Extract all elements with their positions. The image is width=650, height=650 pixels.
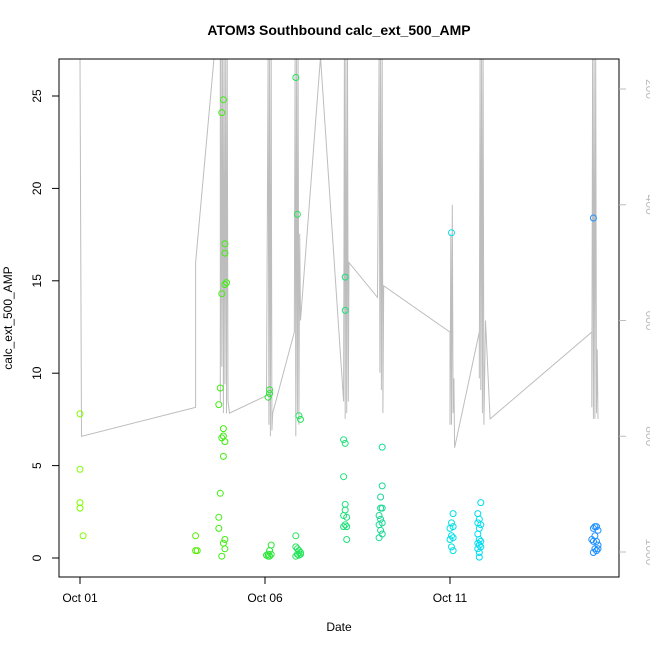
data-point [267,550,275,558]
data-point [475,541,483,549]
data-point [219,432,227,440]
trace-line [79,59,599,448]
data-point [221,249,229,257]
data-point [341,521,349,529]
data-point [79,532,87,540]
data-point [448,532,455,540]
y-axis-label: calc_ext_500_AMP [1,266,15,369]
data-point [446,536,454,543]
data-point [216,384,224,392]
data-point [219,425,227,433]
data-point [215,401,223,409]
data-point [589,524,597,532]
data-point [448,229,455,237]
data-point [221,536,229,543]
data-point [340,523,348,531]
data-point [219,96,227,104]
data-point [343,513,351,521]
data-point [477,521,485,529]
y-tick-label: 10 [30,366,44,380]
data-point [76,410,84,418]
data-point [589,549,597,556]
data-point [218,552,226,560]
data-point [589,537,597,545]
data-point [221,545,229,553]
x-axis-label: Date [326,620,352,634]
data-point [375,534,383,542]
y-tick-label: 20 [30,181,44,195]
x-tick-label: Oct 01 [62,591,98,605]
data-point [218,290,226,298]
data-point [221,240,229,248]
x-tick-label: Oct 06 [247,591,283,605]
data-point [341,273,349,281]
data-point [216,489,224,497]
y2-tick-label: 1000 [643,539,650,566]
y2-tick-label: 800 [643,426,650,446]
data-point [218,109,226,117]
y-tick-label: 25 [30,89,44,103]
data-point [295,547,303,555]
data-point [341,439,349,447]
data-point [591,545,599,553]
data-point [293,210,301,218]
data-point [377,493,385,501]
data-point [594,545,602,553]
data-point [297,415,304,423]
data-point [448,543,455,551]
data-point [474,545,482,553]
data-point [215,513,223,521]
y-tick-label: 15 [30,274,44,288]
data-point [449,547,457,555]
data-point [449,510,457,518]
data-point [477,499,485,507]
y-tick-label: 5 [30,462,44,469]
data-point [266,386,274,394]
data-point [264,393,272,401]
data-point [263,551,270,559]
data-point [297,550,304,558]
plot-area: Oct 01 Oct 06 Oct 11 0 5 10 15 20 25 200 400 600 800… [30,58,650,605]
data-point [292,532,300,540]
data-point [589,214,597,222]
data-point [193,547,201,555]
y2-tick-label: 200 [643,79,650,99]
data-point [293,550,301,558]
data-point [377,526,385,534]
data-point [343,523,351,531]
data-point [475,549,483,556]
data-point [378,504,386,512]
data-point [76,465,84,473]
data-point [446,524,454,532]
plot-frame [58,58,620,578]
data-point [378,482,386,490]
data-point [215,524,223,532]
data-point [593,537,600,545]
data-point [292,74,300,81]
y2-tick-label: 600 [643,310,650,330]
data-point [223,279,230,287]
data-point [219,452,227,460]
x-tick-label: Oct 11 [433,591,468,605]
data-point [343,536,351,543]
data-point [588,536,596,543]
data-point [292,552,300,560]
y-tick-label: 0 [30,554,44,561]
data-point [221,281,229,288]
data-point [340,473,348,481]
data-point [340,436,348,444]
data-point [341,306,349,314]
data-point [594,526,602,534]
data-point [375,512,383,519]
y2-tick-label: 400 [643,195,650,215]
data-point [475,553,483,561]
chart-title: ATOM3 Southbound calc_ext_500_AMP [207,22,470,38]
data-point [76,504,84,512]
data-point [378,443,386,451]
data-point [295,412,303,420]
data-point [266,390,274,397]
data-point [192,532,200,540]
